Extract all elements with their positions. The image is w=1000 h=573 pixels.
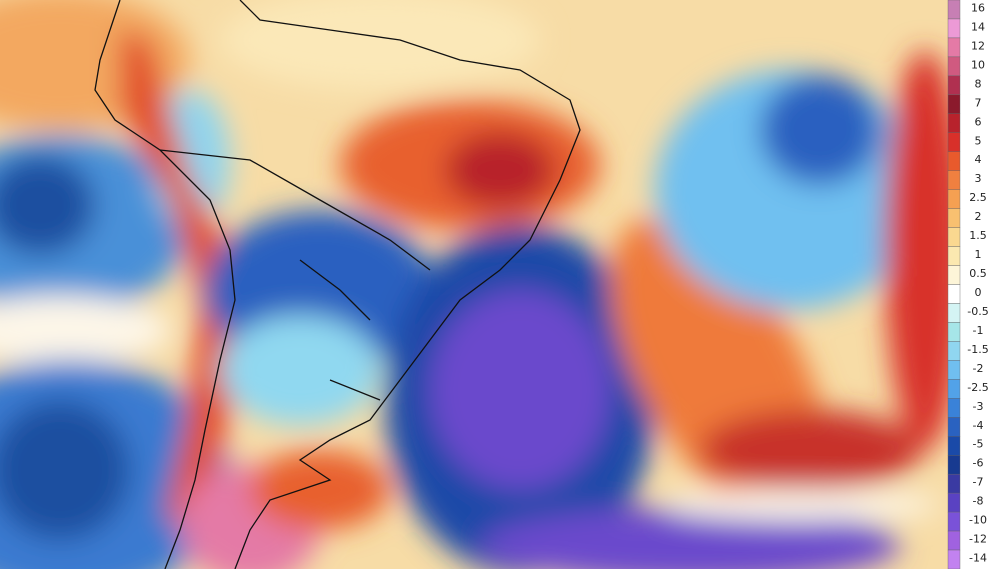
colorbar-label: 10 [971,58,985,71]
colorbar-label: -2 [973,362,984,375]
colorbar-swatch [947,56,961,77]
colorbar-label: -2.5 [967,381,988,394]
colorbar-label: -1 [973,324,984,337]
colorbar-swatch [947,284,961,304]
colorbar-swatch [947,341,961,361]
colorbar-label: -5 [973,438,984,451]
colorbar-swatch [947,113,961,133]
colorbar-label: 0 [975,286,982,299]
colorbar-label: 8 [975,77,982,90]
colorbar-swatch [947,246,961,266]
colorbar-swatch [947,0,961,20]
colorbar-label: 14 [971,20,985,33]
colorbar-swatch [947,265,961,285]
colorbar-swatch [947,511,961,532]
colorbar-swatch [947,208,961,228]
colorbar-swatch [947,473,961,494]
colorbar-swatch [947,322,961,342]
colorbar-label: 2.5 [969,191,987,204]
colorbar-label: -10 [969,514,987,527]
anomaly-field [0,0,948,569]
colorbar-label: 16 [971,1,985,14]
colorbar-label: 1 [975,248,982,261]
colorbar-label: -8 [973,495,984,508]
colorbar: 16 14 12 10 8 7 6 5 4 3 2.5 2 1.5 1 0.5 0 -0.5 -1 -1.5 -2 -2… [947,0,989,570]
colorbar-label: 5 [975,134,982,147]
colorbar-label: 4 [975,153,982,166]
colorbar-label: -4 [973,419,984,432]
colorbar-swatch [947,379,961,399]
colorbar-label: 0.5 [969,267,987,280]
colorbar-swatch [947,549,961,570]
colorbar-label: 6 [975,115,982,128]
colorbar-label: -12 [969,533,987,546]
colorbar-swatch [947,360,961,380]
colorbar-swatch [947,530,961,551]
colorbar-swatch [947,75,961,96]
colorbar-label: 1.5 [969,229,987,242]
colorbar-label: -6 [973,457,984,470]
colorbar-swatch [947,18,961,39]
colorbar-label: 12 [971,39,985,52]
colorbar-swatch [947,170,961,190]
coastline [94,0,581,569]
colorbar-label: -3 [973,400,984,413]
colorbar-label: 2 [975,210,982,223]
colorbar-swatch [947,436,961,456]
colorbar-label: -1.5 [967,343,988,356]
colorbar-swatch [947,94,961,115]
colorbar-swatch [947,455,961,475]
colorbar-swatch [947,37,961,58]
colorbar-swatch [947,151,961,171]
colorbar-swatch [947,492,961,513]
colorbar-swatch [947,189,961,209]
colorbar-label: 7 [975,96,982,109]
colorbar-swatch [947,398,961,418]
colorbar-label: -7 [973,476,984,489]
colorbar-label: 3 [975,172,982,185]
colorbar-swatch [947,303,961,323]
colorbar-label: -14 [969,552,987,565]
colorbar-swatch [947,227,961,247]
colorbar-swatch [947,132,961,152]
colorbar-label: -0.5 [967,305,988,318]
colorbar-swatch [947,417,961,437]
